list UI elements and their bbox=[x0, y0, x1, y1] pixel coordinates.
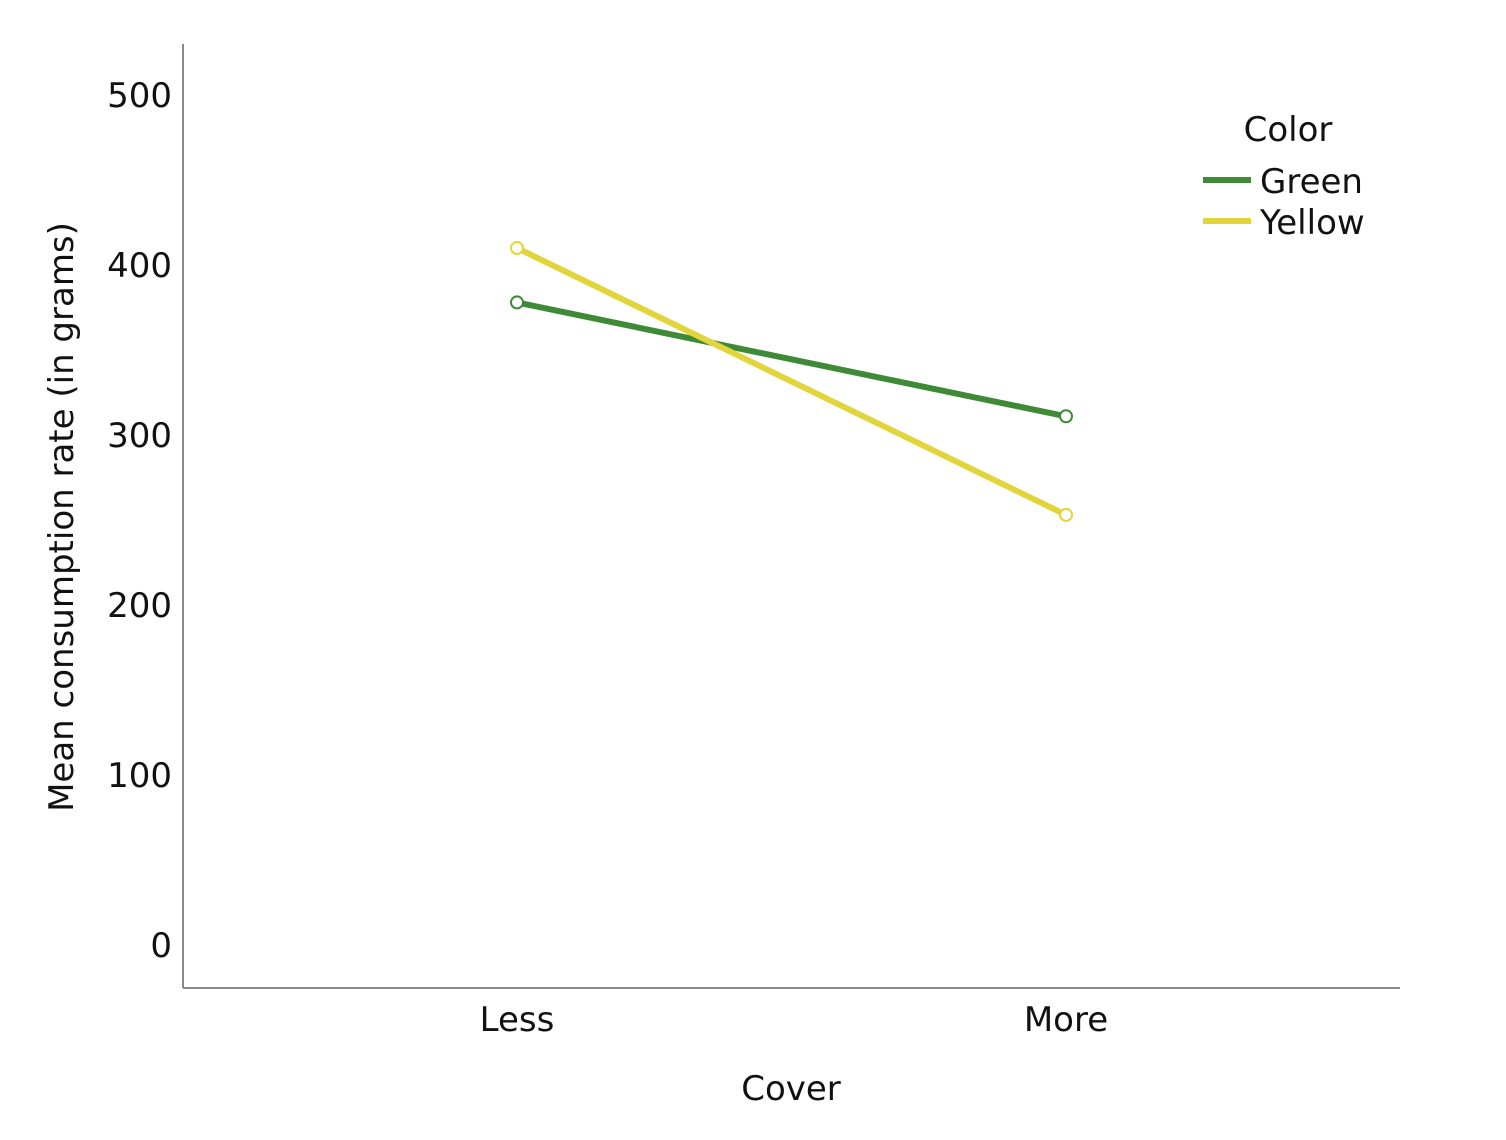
series-points bbox=[510, 241, 1073, 522]
y-tick-label: 100 bbox=[107, 756, 172, 796]
x-tick-label: More bbox=[1024, 1000, 1108, 1040]
y-tick-labels: 0 100 200 300 400 500 bbox=[107, 76, 172, 966]
legend-label-yellow: Yellow bbox=[1259, 203, 1365, 243]
series-line-yellow bbox=[514, 245, 1069, 518]
y-tick-label: 500 bbox=[107, 76, 172, 116]
x-axis-title: Cover bbox=[741, 1069, 841, 1109]
y-tick-label: 0 bbox=[150, 926, 172, 966]
data-point-green bbox=[1059, 409, 1073, 424]
y-tick-label: 300 bbox=[107, 416, 172, 456]
y-tick-label: 400 bbox=[107, 246, 172, 286]
series-lines bbox=[514, 245, 1069, 518]
data-point-yellow bbox=[510, 241, 524, 255]
x-tick-label: Less bbox=[480, 1000, 555, 1040]
x-tick-labels: Less More bbox=[480, 1000, 1109, 1040]
chart-axes bbox=[182, 44, 1400, 989]
legend-title: Color bbox=[1244, 110, 1333, 150]
y-axis-title: Mean consumption rate (in grams) bbox=[42, 222, 82, 812]
legend-label-green: Green bbox=[1260, 162, 1363, 202]
series-line-green bbox=[514, 299, 1069, 420]
data-point-yellow bbox=[1059, 507, 1073, 522]
y-tick-label: 200 bbox=[107, 586, 172, 626]
data-point-green bbox=[510, 295, 524, 310]
